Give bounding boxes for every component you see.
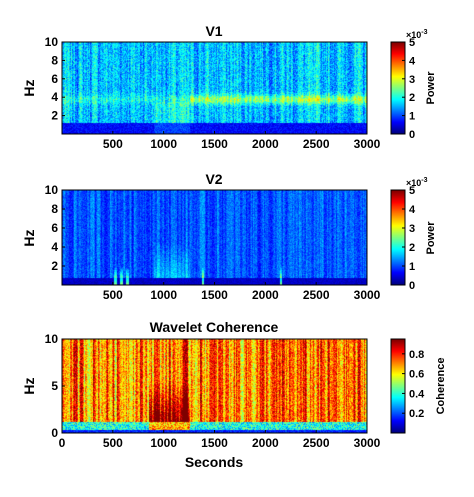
colorbar-tick-label: 2 — [409, 92, 415, 104]
x-tick-label: 1000 — [150, 288, 177, 302]
colorbar-tick-label: 5 — [409, 185, 415, 197]
y-tick-label: 10 — [45, 332, 59, 346]
y-tick-label: 6 — [51, 221, 58, 235]
colorbar-tick-label: 2 — [409, 242, 415, 254]
x-tick-label: 1500 — [201, 436, 228, 450]
colorbar-tick-label: 0 — [409, 280, 415, 292]
v1-spectrogram — [62, 42, 367, 134]
v1-title: V1 — [205, 23, 222, 39]
v2-colorbar-ticks: 0 1 2 3 4 5 — [402, 185, 416, 292]
y-tick-label: 4 — [51, 90, 58, 104]
colorbar-tick-label: 0 — [409, 129, 415, 141]
x-tick-label: 3000 — [354, 137, 381, 151]
v1-colorbar-box — [390, 41, 406, 135]
colorbar-tick-label: 5 — [409, 37, 415, 49]
v2-colorbar-exponent: ×10-3 — [406, 177, 428, 188]
x-tick-label: 2000 — [252, 288, 279, 302]
colorbar-tick-label: 4 — [409, 204, 416, 216]
x-tick-label: 500 — [103, 436, 123, 450]
colorbar-tick-label: 4 — [409, 55, 416, 67]
colorbar-tick-label: 1 — [409, 111, 415, 123]
x-tick-label: 3000 — [354, 288, 381, 302]
y-tick-label: 0 — [51, 426, 58, 440]
colorbar-tick-label: 1 — [409, 261, 415, 273]
x-tick-label: 1000 — [150, 436, 177, 450]
v1-axis-ticks: 500 1000 1500 2000 2500 3000 2 4 6 8 10 — [45, 35, 381, 151]
coherence-title: Wavelet Coherence — [150, 319, 279, 335]
x-axis-label: Seconds — [185, 454, 244, 470]
colorbar-tick-label: 3 — [409, 74, 415, 86]
colorbar-tick-label: 3 — [409, 223, 415, 235]
colorbar-tick-label: 0.8 — [409, 349, 424, 361]
y-tick-label: 10 — [45, 183, 59, 197]
coherence-colorbar-label: Coherence — [435, 358, 447, 415]
x-tick-label: 2000 — [252, 436, 279, 450]
v1-colorbar-ticks: 0 1 2 3 4 5 — [402, 37, 416, 141]
v1-y-axis-label: Hz — [21, 79, 37, 96]
coherence-y-axis-label: Hz — [21, 377, 37, 394]
y-tick-label: 10 — [45, 35, 59, 49]
x-tick-label: 2500 — [303, 137, 330, 151]
x-tick-label: 1500 — [201, 137, 228, 151]
y-tick-label: 4 — [51, 240, 58, 254]
x-tick-label: 3000 — [354, 436, 381, 450]
colorbar-tick-label: 0.4 — [409, 388, 425, 400]
x-tick-label: 1500 — [201, 288, 228, 302]
y-tick-label: 5 — [51, 379, 58, 393]
v1-colorbar — [391, 42, 405, 134]
x-tick-label: 2500 — [303, 436, 330, 450]
y-tick-label: 2 — [51, 109, 58, 123]
x-tick-label: 500 — [103, 137, 123, 151]
y-tick-label: 8 — [51, 202, 58, 216]
coherence-colorbar-ticks: 0.2 0.4 0.6 0.8 — [402, 349, 425, 420]
v2-spectrogram — [62, 190, 367, 285]
panel-v2: V2 500 1000 1500 2000 2500 3000 2 4 6 8 10 Hz 0 1 2 3… — [21, 171, 437, 302]
v2-axis-ticks: 500 1000 1500 2000 2500 3000 2 4 6 8 10 — [45, 183, 381, 302]
panel-coherence: Wavelet Coherence 0 500 1000 1500 2000 2500 30… — [21, 319, 447, 470]
x-tick-label: 0 — [59, 436, 66, 450]
x-tick-label: 2500 — [303, 288, 330, 302]
y-tick-label: 2 — [51, 259, 58, 273]
v2-colorbar-label: Power — [425, 221, 437, 255]
y-tick-label: 6 — [51, 72, 58, 86]
v1-colorbar-exponent: ×10-3 — [406, 29, 428, 40]
v1-colorbar-label: Power — [425, 71, 437, 105]
x-tick-label: 500 — [103, 288, 123, 302]
y-tick-label: 8 — [51, 53, 58, 67]
colorbar-tick-label: 0.6 — [409, 369, 424, 381]
colorbar-tick-label: 0.2 — [409, 408, 424, 420]
coherence-axis-ticks: 0 500 1000 1500 2000 2500 3000 0 5 10 — [45, 332, 381, 450]
panel-v1: V1 500 1000 1500 2000 2500 3000 2 4 6 8 10 Hz 0 1 2 3… — [21, 23, 437, 151]
v2-y-axis-label: Hz — [21, 229, 37, 246]
coherence-colorbar — [391, 339, 405, 433]
coherence-colorbar-box — [390, 338, 406, 434]
x-tick-label: 2000 — [252, 137, 279, 151]
x-tick-label: 1000 — [150, 137, 177, 151]
v2-title: V2 — [205, 171, 222, 187]
v2-colorbar — [391, 190, 405, 285]
v2-colorbar-box — [390, 189, 406, 286]
coherence-scalogram — [62, 339, 367, 433]
